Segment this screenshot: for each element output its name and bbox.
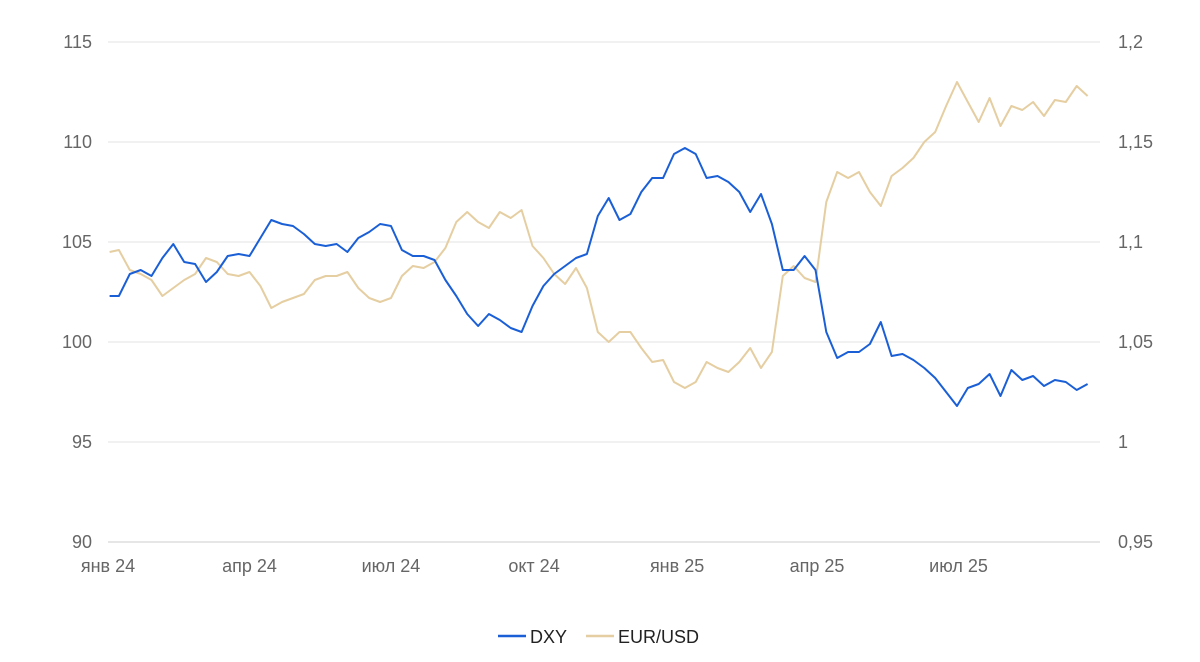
- series-line-dxy: [109, 147, 1089, 407]
- x-tick-label: янв 25: [650, 556, 704, 576]
- left-tick-label: 110: [63, 132, 92, 152]
- grid-lines: [108, 41, 1100, 543]
- left-tick-label: 100: [62, 332, 92, 352]
- x-tick-label: янв 24: [81, 556, 135, 576]
- left-tick-label: 105: [62, 232, 92, 252]
- right-tick-label: 1,15: [1118, 132, 1153, 152]
- series-lines: [109, 81, 1089, 407]
- left-tick-label: 115: [63, 32, 92, 52]
- legend-label-dxy: DXY: [530, 627, 567, 647]
- right-axis-ticks: 0,95 1 1,05 1,1 1,15 1,2: [1118, 32, 1153, 552]
- x-axis-ticks: янв 24 апр 24 июл 24 окт 24 янв 25 апр 25 июл …: [81, 556, 988, 576]
- right-tick-label: 1: [1118, 432, 1128, 452]
- right-tick-label: 0,95: [1118, 532, 1153, 552]
- left-tick-label: 95: [72, 432, 92, 452]
- x-tick-label: апр 25: [790, 556, 845, 576]
- legend: DXY EUR/USD: [498, 627, 699, 647]
- right-tick-label: 1,05: [1118, 332, 1153, 352]
- left-axis-ticks: 90 95 100 105 110 115: [62, 32, 92, 552]
- legend-label-eurusd: EUR/USD: [618, 627, 699, 647]
- series-line-eurusd: [109, 81, 1089, 389]
- x-tick-label: июл 25: [929, 556, 988, 576]
- x-tick-label: июл 24: [362, 556, 421, 576]
- x-tick-label: апр 24: [222, 556, 277, 576]
- left-tick-label: 90: [72, 532, 92, 552]
- x-tick-label: окт 24: [508, 556, 559, 576]
- right-tick-label: 1,1: [1118, 232, 1143, 252]
- right-tick-label: 1,2: [1118, 32, 1143, 52]
